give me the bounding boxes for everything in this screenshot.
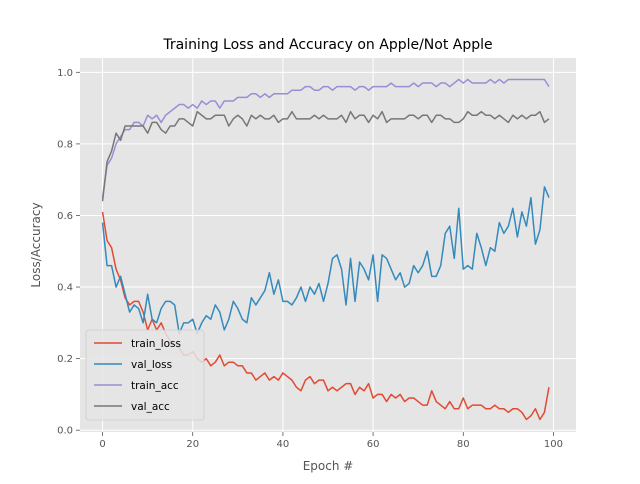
y-axis-label: Loss/Accuracy [29,202,43,287]
legend-label-val-acc: val_acc [131,401,170,413]
series-line-val-acc [101,110,550,202]
series-line-val-loss [101,186,550,335]
y-tick-label: 0.6 [57,211,73,222]
x-tick-label: 60 [367,439,380,450]
x-tick-label: 40 [277,439,290,450]
series-lines [101,78,550,421]
x-tick-label: 80 [457,439,470,450]
axis-ticks: 0 20 40 60 80 100 0.0 0.2 0.4 0.6 0.8 1.0 [57,68,563,450]
y-tick-label: 0.8 [57,139,73,150]
x-tick-label: 100 [544,439,563,450]
x-tick-label: 20 [186,439,199,450]
x-axis-label: Epoch # [303,459,354,473]
y-tick-label: 1.0 [57,68,73,79]
legend-label-train-acc: train_acc [131,380,179,392]
legend-box [85,329,205,421]
y-tick-label: 0.2 [57,354,73,365]
legend-label-train-loss: train_loss [131,338,181,350]
legend: train_loss val_loss train_acc val_acc [85,329,205,421]
series-line-train-acc [101,78,550,198]
x-tick-label: 0 [99,439,105,450]
y-tick-label: 0.0 [57,426,73,437]
chart-title: Training Loss and Accuracy on Apple/Not … [162,37,492,53]
y-tick-label: 0.4 [57,283,73,294]
legend-label-val-loss: val_loss [131,359,172,371]
